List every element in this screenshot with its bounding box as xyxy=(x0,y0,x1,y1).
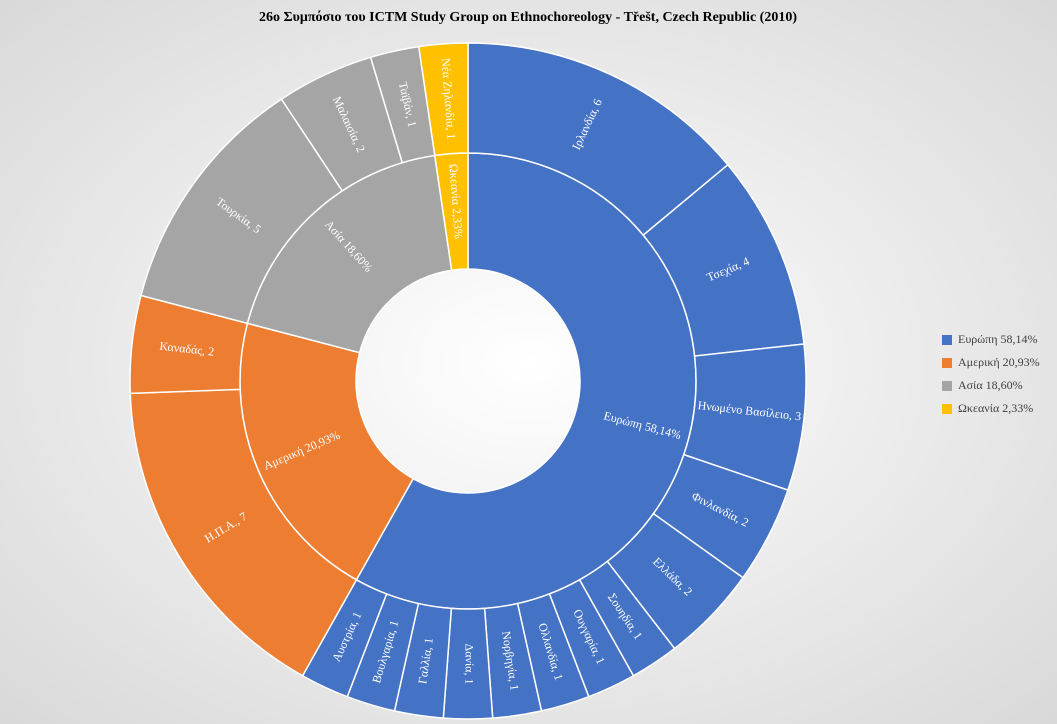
chart-title: 26ο Συμπόσιο του ICTM Study Group on Eth… xyxy=(259,10,797,25)
outer-label: Καναδάς, 2 xyxy=(159,339,215,359)
legend-label: Ευρώπη 58,14% xyxy=(958,332,1038,346)
legend-label: Αμερική 20,93% xyxy=(958,355,1040,369)
legend-label: Ωκεανία 2,33% xyxy=(958,401,1033,415)
legend-swatch xyxy=(942,358,952,368)
legend-swatch xyxy=(942,335,952,345)
legend-swatch xyxy=(942,381,952,391)
legend-label: Ασία 18,60% xyxy=(958,378,1023,392)
outer-label: Νέα Ζηλανδία, 1 xyxy=(439,58,459,140)
outer-segment xyxy=(417,42,469,157)
legend-swatch xyxy=(942,404,952,414)
inner-label: Ωκεανία 2,33% xyxy=(446,163,465,239)
outer-label: Δανία, 1 xyxy=(462,644,476,685)
outer-label: Γαλλία, 1 xyxy=(415,637,436,685)
